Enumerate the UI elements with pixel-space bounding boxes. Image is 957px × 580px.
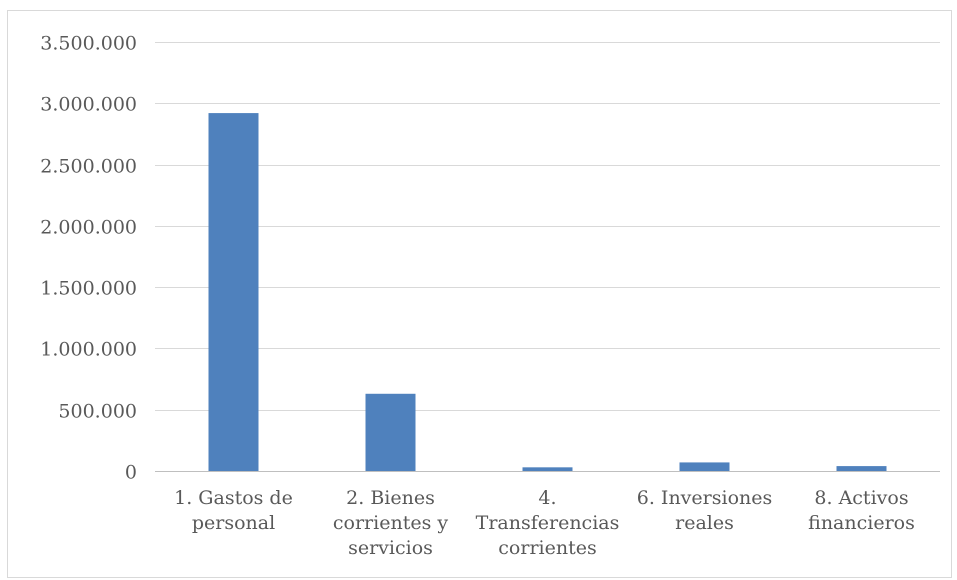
bar	[836, 466, 887, 471]
y-tick-label: 3.500.000	[40, 33, 137, 55]
x-category-label-line: 2. Bienes	[346, 487, 435, 509]
x-category-label: 6. Inversiones reales	[637, 487, 772, 534]
x-category-label-line: financieros	[808, 512, 915, 534]
x-category-label-line: 6. Inversiones	[637, 487, 772, 509]
y-tick-label: 500.000	[58, 401, 137, 423]
bar	[208, 113, 259, 471]
y-tick-label: 0	[125, 462, 137, 484]
y-tick-label: 2.000.000	[40, 217, 137, 239]
bar	[522, 467, 573, 471]
x-category-label-line: 4.	[538, 487, 556, 509]
x-category-label: 1. Gastos de personal	[174, 487, 293, 534]
y-tick-label: 2.500.000	[40, 156, 137, 178]
x-category-label-line: 1. Gastos de	[174, 487, 293, 509]
x-category-label-line: 8. Activos	[814, 487, 908, 509]
x-category-label: 2. Bienes corrientes y servicios	[333, 487, 448, 559]
y-tick-label: 1.500.000	[40, 278, 137, 300]
x-category-label-line: personal	[192, 512, 275, 534]
x-category-label-line: servicios	[348, 537, 433, 559]
x-category-label: 4. Transferencias corrientes	[476, 487, 620, 559]
x-category-label-line: reales	[675, 512, 734, 534]
x-category-label-line: corrientes y	[333, 512, 448, 534]
x-category-label: 8. Activos financieros	[808, 487, 915, 534]
chart-area	[7, 10, 952, 578]
bar	[365, 393, 416, 471]
bar	[679, 462, 730, 471]
x-category-label-line: corrientes	[498, 537, 596, 559]
x-category-label-line: Transferencias	[476, 512, 620, 534]
y-tick-label: 1.000.000	[40, 339, 137, 361]
y-tick-label: 3.000.000	[40, 94, 137, 116]
